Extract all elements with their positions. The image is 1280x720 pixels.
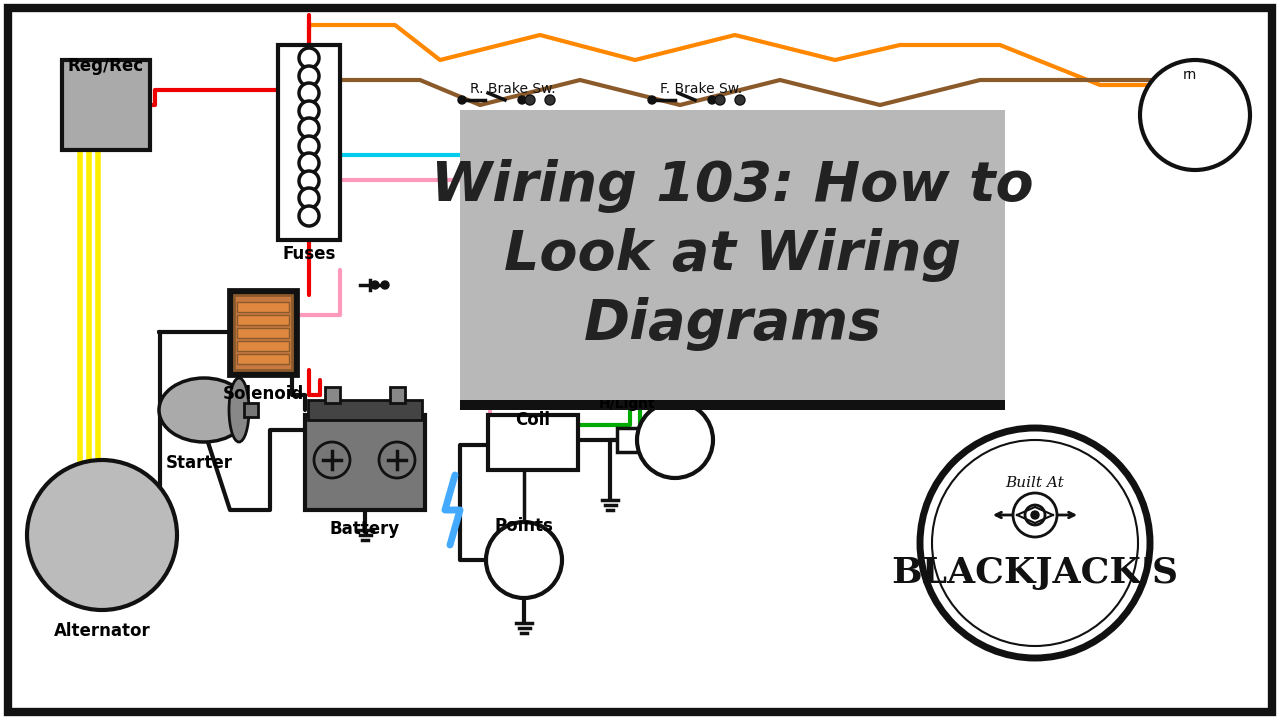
Circle shape <box>300 188 319 208</box>
Bar <box>237 302 289 312</box>
Text: R. Brake Sw.: R. Brake Sw. <box>470 82 556 96</box>
Circle shape <box>381 281 389 289</box>
Bar <box>237 341 289 351</box>
Text: H/Light: H/Light <box>599 397 655 411</box>
Bar <box>460 110 1005 400</box>
Bar <box>228 289 298 376</box>
Text: Wiring 103: How to
Look at Wiring
Diagrams: Wiring 103: How to Look at Wiring Diagra… <box>431 159 1034 351</box>
Circle shape <box>458 96 466 104</box>
Circle shape <box>300 118 319 138</box>
Text: Built At: Built At <box>1006 476 1065 490</box>
Text: Battery: Battery <box>330 520 401 538</box>
Circle shape <box>486 522 562 598</box>
Circle shape <box>932 440 1138 646</box>
Text: Fuses: Fuses <box>283 245 335 263</box>
Bar <box>237 315 289 325</box>
Text: Starter: Starter <box>165 454 233 472</box>
Circle shape <box>300 171 319 191</box>
Circle shape <box>300 136 319 156</box>
Circle shape <box>1030 511 1039 519</box>
Bar <box>325 387 340 403</box>
Circle shape <box>300 153 319 173</box>
Text: Solenoid: Solenoid <box>223 385 303 403</box>
Text: Alternator: Alternator <box>54 622 150 640</box>
Bar <box>460 355 1005 410</box>
Circle shape <box>920 428 1149 658</box>
Ellipse shape <box>229 378 250 442</box>
Circle shape <box>379 442 415 478</box>
Circle shape <box>1140 60 1251 170</box>
Circle shape <box>300 206 319 226</box>
Circle shape <box>525 95 535 105</box>
Bar <box>617 428 639 452</box>
Bar <box>61 60 150 150</box>
Text: Reg/Rec: Reg/Rec <box>68 57 145 75</box>
Bar <box>488 415 579 470</box>
Circle shape <box>518 96 526 104</box>
Text: BLACKJACK'S: BLACKJACK'S <box>891 556 1179 590</box>
Circle shape <box>708 96 716 104</box>
Circle shape <box>371 281 379 289</box>
Circle shape <box>300 101 319 121</box>
Circle shape <box>300 83 319 103</box>
Circle shape <box>300 48 319 68</box>
Bar <box>237 328 289 338</box>
Bar <box>278 45 340 240</box>
Bar <box>244 403 259 417</box>
Ellipse shape <box>159 378 250 442</box>
Bar <box>308 400 422 420</box>
Bar <box>305 415 425 510</box>
Circle shape <box>314 442 349 478</box>
Circle shape <box>648 96 657 104</box>
Circle shape <box>1012 493 1057 537</box>
Text: F. Brake Sw.: F. Brake Sw. <box>660 82 742 96</box>
Bar <box>234 295 292 370</box>
Bar <box>237 354 289 364</box>
Text: M/Beam: M/Beam <box>614 325 672 339</box>
Circle shape <box>1025 505 1044 525</box>
Circle shape <box>735 95 745 105</box>
Text: Points: Points <box>494 517 553 535</box>
Circle shape <box>27 460 177 610</box>
Text: rn: rn <box>1183 68 1197 82</box>
Text: Coil: Coil <box>516 411 550 429</box>
Circle shape <box>545 95 556 105</box>
Circle shape <box>300 66 319 86</box>
Circle shape <box>716 95 724 105</box>
Bar <box>390 387 404 403</box>
Circle shape <box>637 402 713 478</box>
